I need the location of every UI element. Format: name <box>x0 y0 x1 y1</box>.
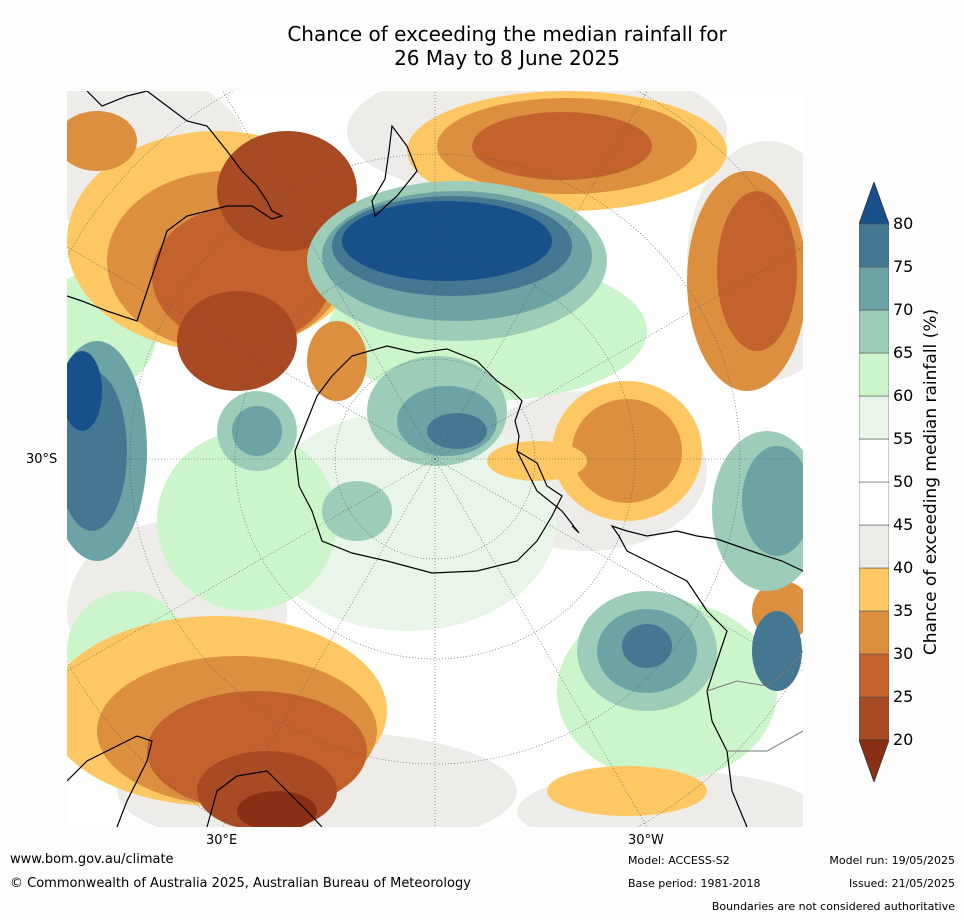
boundary-disclaimer: Boundaries are not considered authoritat… <box>711 900 955 913</box>
colorbar-tick-label: 35 <box>893 601 914 620</box>
colorbar-bin-40-45 <box>858 524 890 569</box>
model-name: Model: ACCESS-S2 <box>628 854 730 867</box>
longitude-label-30w: 30°W <box>628 833 664 848</box>
colorbar <box>858 180 890 784</box>
colorbar-bin-20-25 <box>858 696 890 741</box>
website-link[interactable]: www.bom.gov.au/climate <box>10 852 174 867</box>
colorbar-extend-max <box>858 180 890 225</box>
colorbar-tick-label: 45 <box>893 515 914 534</box>
map-canvas <box>67 91 803 827</box>
dry-anomaly-areas <box>67 91 803 827</box>
latitude-label-30s: 30°S <box>26 452 58 467</box>
wet-anomaly-areas <box>67 181 803 711</box>
base-period: Base period: 1981-2018 <box>628 877 761 890</box>
colorbar-label: Chance of exceeding median rainfall (%) <box>921 308 941 656</box>
model-run-date: Model run: 19/05/2025 <box>829 854 955 867</box>
title-line-1: Chance of exceeding the median rainfall … <box>287 22 727 46</box>
colorbar-bin-70-75 <box>858 266 890 311</box>
colorbar-graphic <box>858 180 890 784</box>
colorbar-bin-45-50 <box>858 481 890 526</box>
colorbar-bin-50-55 <box>858 438 890 483</box>
colorbar-tick-label: 30 <box>893 644 914 663</box>
colorbar-bin-30-35 <box>858 610 890 655</box>
colorbar-tick-label: 60 <box>893 386 914 405</box>
colorbar-bin-65-70 <box>858 309 890 354</box>
antarctica-coastline <box>294 345 563 574</box>
colorbar-tick-label: 40 <box>893 558 914 577</box>
colorbar-tick-label: 20 <box>893 730 914 749</box>
south-america-coastline <box>610 524 803 827</box>
issued-date: Issued: 21/05/2025 <box>848 877 955 890</box>
colorbar-tick-label: 75 <box>893 257 914 276</box>
colorbar-bin-35-40 <box>858 567 890 612</box>
colorbar-tick-label: 50 <box>893 472 914 491</box>
africa-coastline <box>67 735 323 827</box>
colorbar-tick-label: 65 <box>893 343 914 362</box>
coastlines <box>67 91 803 827</box>
colorbar-tick-label: 70 <box>893 300 914 319</box>
colorbar-tick-label: 80 <box>893 214 914 233</box>
colorbar-tick-label: 55 <box>893 429 914 448</box>
rainfall-probability-map <box>67 91 803 827</box>
colorbar-bin-75-80 <box>858 223 890 268</box>
antarctic-peninsula <box>516 450 580 534</box>
colorbar-extend-min <box>858 739 890 784</box>
new-zealand-coastline <box>371 124 418 218</box>
colorbar-tick-label: 25 <box>893 687 914 706</box>
colorbar-bin-25-30 <box>858 653 890 698</box>
colorbar-bin-60-65 <box>858 352 890 397</box>
longitude-label-30e: 30°E <box>206 833 238 848</box>
australia-coastline <box>67 91 284 322</box>
copyright-notice: © Commonwealth of Australia 2025, Austra… <box>10 876 471 891</box>
title-line-2: 26 May to 8 June 2025 <box>394 46 620 70</box>
map-title: Chance of exceeding the median rainfall … <box>0 22 965 70</box>
south-america-borders <box>706 650 803 752</box>
colorbar-bin-55-60 <box>858 395 890 440</box>
graticule <box>67 91 803 827</box>
